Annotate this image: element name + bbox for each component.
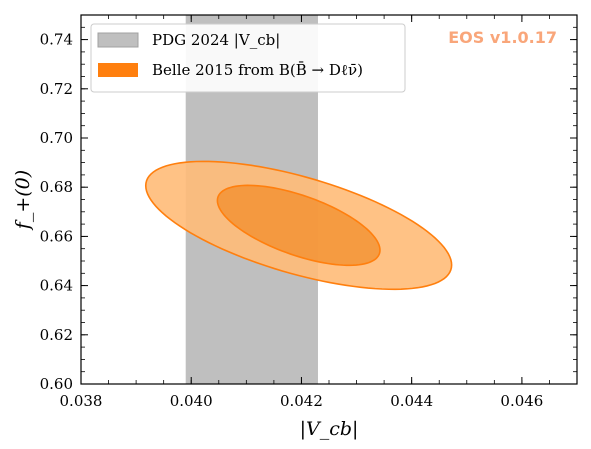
x-axis-title: |V_cb|: [300, 418, 359, 440]
watermark: EOS v1.0.17: [448, 28, 557, 47]
x-tick-label: 0.042: [280, 392, 323, 410]
legend-swatch-pdg: [97, 32, 139, 48]
y-tick-label: 0.64: [40, 277, 73, 295]
legend-label-pdg: PDG 2024 |V_cb|: [152, 31, 280, 49]
legend: PDG 2024 |V_cb| Belle 2015 from B(B̄ → D…: [90, 23, 406, 93]
legend-swatch-belle: [98, 63, 138, 77]
y-tick-label: 0.60: [40, 375, 73, 393]
y-tick-label: 0.68: [40, 178, 73, 196]
belle-contour-inner: [216, 184, 381, 267]
axis-ticks: 0.038 0.040 0.042 0.044 0.046 0.60 0.62 0.64 0.6…: [40, 14, 578, 410]
y-tick-label: 0.70: [40, 129, 73, 147]
y-tick-label: 0.62: [40, 326, 73, 344]
plot-frame: [80, 14, 578, 385]
y-tick-label: 0.72: [40, 80, 73, 98]
y-tick-label: 0.66: [40, 227, 73, 245]
x-tick-label: 0.046: [500, 392, 543, 410]
legend-box: [90, 23, 406, 93]
legend-label-belle: Belle 2015 from B(B̄ → Dℓν̄): [152, 61, 363, 79]
y-tick-label: 0.74: [40, 31, 73, 49]
x-tick-label: 0.038: [60, 392, 103, 410]
x-tick-label: 0.040: [170, 392, 213, 410]
x-tick-label: 0.044: [390, 392, 433, 410]
y-axis-title: f_+(0): [12, 170, 34, 231]
